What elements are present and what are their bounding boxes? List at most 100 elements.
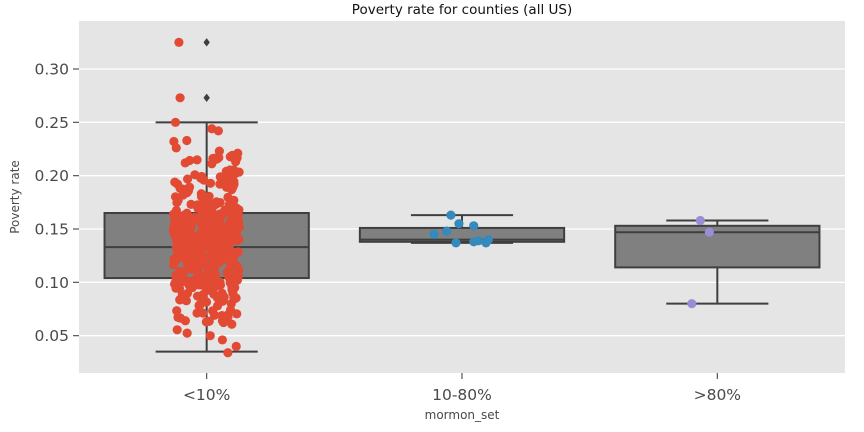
data-point — [446, 210, 456, 220]
data-point — [182, 328, 192, 338]
x-axis-label: mormon_set — [425, 408, 500, 422]
data-point — [225, 152, 235, 162]
data-point — [225, 305, 236, 315]
data-point — [182, 245, 192, 255]
data-point — [234, 167, 244, 177]
data-point — [201, 281, 211, 292]
data-point — [229, 292, 239, 302]
data-point — [182, 174, 193, 184]
box-3 — [614, 219, 821, 305]
data-point — [175, 93, 185, 103]
data-point — [217, 335, 227, 345]
data-point — [199, 238, 209, 248]
data-point — [469, 221, 479, 231]
y-tick-label: 0.10 — [34, 274, 69, 292]
data-point — [197, 171, 207, 182]
data-point — [173, 195, 183, 205]
data-point — [216, 209, 226, 219]
data-point — [223, 312, 233, 322]
data-point — [227, 319, 237, 329]
data-point — [170, 230, 180, 240]
x-tick-label: <10% — [183, 386, 230, 404]
data-point — [481, 238, 491, 248]
data-point — [205, 178, 216, 188]
data-point — [173, 312, 183, 322]
data-point — [221, 166, 231, 177]
data-point — [221, 175, 231, 186]
y-tick-label: 0.20 — [34, 167, 69, 185]
data-point — [196, 189, 206, 199]
y-tick-label: 0.15 — [34, 221, 69, 239]
data-point — [187, 282, 197, 293]
data-point — [230, 219, 240, 230]
data-point — [429, 229, 439, 239]
data-point — [186, 222, 197, 232]
data-point — [188, 231, 198, 241]
data-point — [194, 272, 205, 282]
outlier-marker — [203, 38, 210, 47]
data-point — [171, 205, 182, 216]
y-tick-label: 0.25 — [34, 114, 69, 132]
chart-title: Poverty rate for counties (all US) — [352, 2, 572, 18]
x-tick-label: >80% — [694, 386, 741, 404]
data-point — [232, 204, 243, 214]
data-point — [469, 237, 479, 247]
data-point — [205, 331, 215, 341]
outlier-marker — [203, 93, 210, 102]
data-point — [226, 248, 236, 258]
y-axis: 0.05 0.10 0.15 0.20 0.25 0.30 — [34, 61, 79, 345]
data-point — [180, 316, 190, 326]
data-point — [194, 300, 204, 311]
data-point — [170, 117, 181, 127]
y-axis-label: Poverty rate — [8, 160, 22, 234]
y-tick-label: 0.30 — [34, 61, 69, 79]
data-point — [179, 210, 189, 220]
data-point — [172, 179, 183, 189]
data-point — [211, 197, 222, 207]
data-point — [201, 260, 211, 270]
data-point — [192, 155, 202, 165]
data-point — [201, 317, 211, 327]
data-point — [169, 279, 180, 289]
data-point — [171, 270, 181, 280]
strip-points — [168, 37, 714, 358]
data-point — [231, 341, 241, 351]
data-point — [186, 199, 196, 210]
data-point — [182, 135, 192, 146]
data-point — [175, 295, 185, 305]
data-point — [195, 253, 205, 263]
data-point — [177, 277, 188, 287]
data-point — [171, 143, 181, 153]
data-point — [213, 126, 223, 136]
data-point — [223, 348, 233, 358]
data-point — [208, 253, 218, 263]
data-point — [219, 292, 229, 302]
data-point — [222, 268, 233, 279]
data-point — [208, 153, 218, 164]
data-point — [232, 153, 242, 163]
data-point — [192, 308, 202, 318]
data-point — [172, 325, 182, 335]
data-point — [211, 224, 221, 235]
data-point — [214, 277, 225, 288]
data-point — [193, 203, 203, 213]
data-point — [208, 240, 218, 250]
data-point — [228, 276, 238, 286]
data-point — [192, 264, 202, 274]
data-point — [214, 245, 225, 255]
data-point — [228, 182, 238, 192]
data-point — [177, 221, 187, 232]
data-point — [687, 299, 697, 309]
data-point — [221, 235, 232, 245]
plot-background — [79, 21, 845, 373]
data-point — [210, 269, 220, 280]
data-point — [442, 226, 452, 236]
data-point — [212, 301, 223, 311]
data-point — [197, 218, 207, 228]
data-point — [704, 227, 714, 237]
data-point — [695, 215, 705, 226]
data-point — [183, 258, 193, 269]
data-point — [451, 238, 461, 248]
y-tick-label: 0.05 — [34, 327, 69, 345]
data-point — [209, 289, 219, 299]
